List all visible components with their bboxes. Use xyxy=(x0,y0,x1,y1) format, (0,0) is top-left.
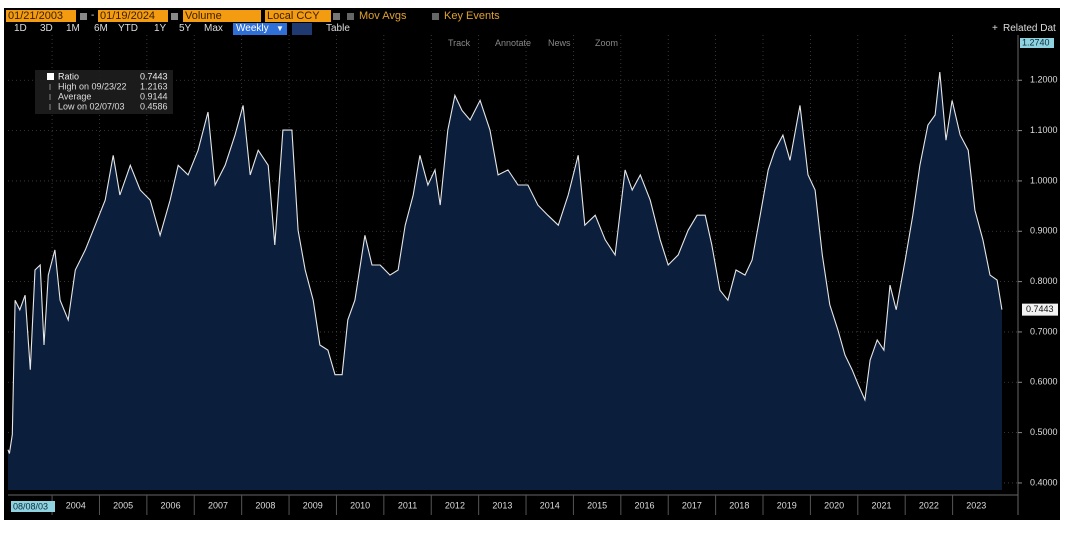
y-top-box xyxy=(1020,38,1054,48)
field-select[interactable]: Volume xyxy=(183,10,261,22)
tool-button[interactable]: Annotate xyxy=(495,38,532,48)
y-tick-label: 0.7000 xyxy=(1030,326,1058,336)
period-button[interactable]: YTD xyxy=(118,23,138,34)
calendar-icon[interactable] xyxy=(171,13,178,20)
period-button[interactable]: 1D xyxy=(14,23,27,34)
y-tick-label: 0.9000 xyxy=(1030,226,1058,236)
legend-label: Ratio xyxy=(58,71,79,81)
currency-select[interactable]: Local CCY xyxy=(265,10,331,22)
x-tick-label: 2019 xyxy=(777,500,797,510)
period-button[interactable]: Max xyxy=(204,23,223,34)
x-tick-label: 2011 xyxy=(398,500,417,510)
x-tick-label: 2009 xyxy=(303,500,323,510)
x-tick-label: 2004 xyxy=(66,500,86,510)
y-tick-label: 0.5000 xyxy=(1030,427,1058,437)
frequency-button[interactable] xyxy=(233,23,287,35)
dash: - xyxy=(91,10,95,21)
checkbox[interactable] xyxy=(432,13,439,20)
period-button[interactable]: 6M xyxy=(94,23,108,34)
x-tick-label: 2007 xyxy=(208,500,228,510)
x-tick-label: 2008 xyxy=(255,500,275,510)
checkbox[interactable] xyxy=(347,13,354,20)
start-date[interactable]: 01/21/2003 xyxy=(6,10,76,22)
legend-value: 1.2163 xyxy=(140,81,168,91)
last-value-label: 0.7443 xyxy=(1026,304,1054,314)
table-button[interactable]: Table xyxy=(326,23,350,34)
tool-button[interactable]: News xyxy=(548,38,571,48)
y-tick-label: 1.1000 xyxy=(1030,125,1058,135)
period-button[interactable]: 3D xyxy=(40,23,53,34)
area-fill xyxy=(8,72,1002,490)
x-tick-label: 2014 xyxy=(540,500,560,510)
tool-button[interactable]: Zoom xyxy=(595,38,619,48)
x-tick-label: 2021 xyxy=(871,500,891,510)
x-tick-label: 2006 xyxy=(161,500,181,510)
legend-label: High on 09/23/22 xyxy=(58,81,127,91)
x-tick-label: 2012 xyxy=(445,500,465,510)
line xyxy=(7,71,1003,454)
period-button[interactable]: 1Y xyxy=(154,23,167,34)
period-button[interactable]: 1M xyxy=(66,23,80,34)
x-tick-label: 2017 xyxy=(682,500,702,510)
legend-label: Low on 02/07/03 xyxy=(58,101,125,111)
x-tick-label: 2020 xyxy=(824,500,844,510)
dropdown-arrow: ▼ xyxy=(276,24,284,33)
legend-box xyxy=(35,70,173,114)
y-tick-label: 1.2000 xyxy=(1030,75,1058,85)
legend-value: 0.4586 xyxy=(140,101,168,111)
legend-swatch xyxy=(47,73,54,80)
y-tick-label: 1.0000 xyxy=(1030,175,1058,185)
frequency[interactable]: Weekly xyxy=(236,23,269,34)
mov-avgs[interactable]: Mov Avgs xyxy=(359,10,407,22)
legend-value: 0.7443 xyxy=(140,71,168,81)
x-tick-label: 2013 xyxy=(492,500,512,510)
calendar-icon[interactable] xyxy=(80,13,87,20)
x-tick-label: 2010 xyxy=(350,500,370,510)
x-tick-label: 2016 xyxy=(635,500,655,510)
y-tick-label: 0.6000 xyxy=(1030,377,1058,387)
end-date[interactable]: 01/19/2024 xyxy=(98,10,168,22)
legend-label: Average xyxy=(58,91,91,101)
x-tick-label: 2005 xyxy=(113,500,133,510)
related-data[interactable]: Related Dat xyxy=(1003,23,1056,34)
x-tick-label: 2023 xyxy=(966,500,986,510)
y-tick-label: 0.4000 xyxy=(1030,477,1058,487)
x-start-label: 08/08/03 xyxy=(13,501,48,511)
x-tick-label: 2015 xyxy=(587,500,607,510)
x-start-box xyxy=(11,501,55,512)
tool-button[interactable]: Track xyxy=(448,38,471,48)
y-top-label: 1.2740 xyxy=(1022,37,1050,47)
legend-value: 0.9144 xyxy=(140,91,168,101)
dropdown-icon[interactable] xyxy=(333,13,340,20)
period-button[interactable]: 5Y xyxy=(179,23,192,34)
last-value-box xyxy=(1022,303,1058,316)
key-events[interactable]: Key Events xyxy=(444,10,500,22)
x-tick-label: 2018 xyxy=(729,500,749,510)
chart-icon[interactable] xyxy=(292,23,312,35)
x-tick-label: 2022 xyxy=(919,500,939,510)
y-tick-label: 0.8000 xyxy=(1030,276,1058,286)
plus-icon: + xyxy=(992,23,998,34)
